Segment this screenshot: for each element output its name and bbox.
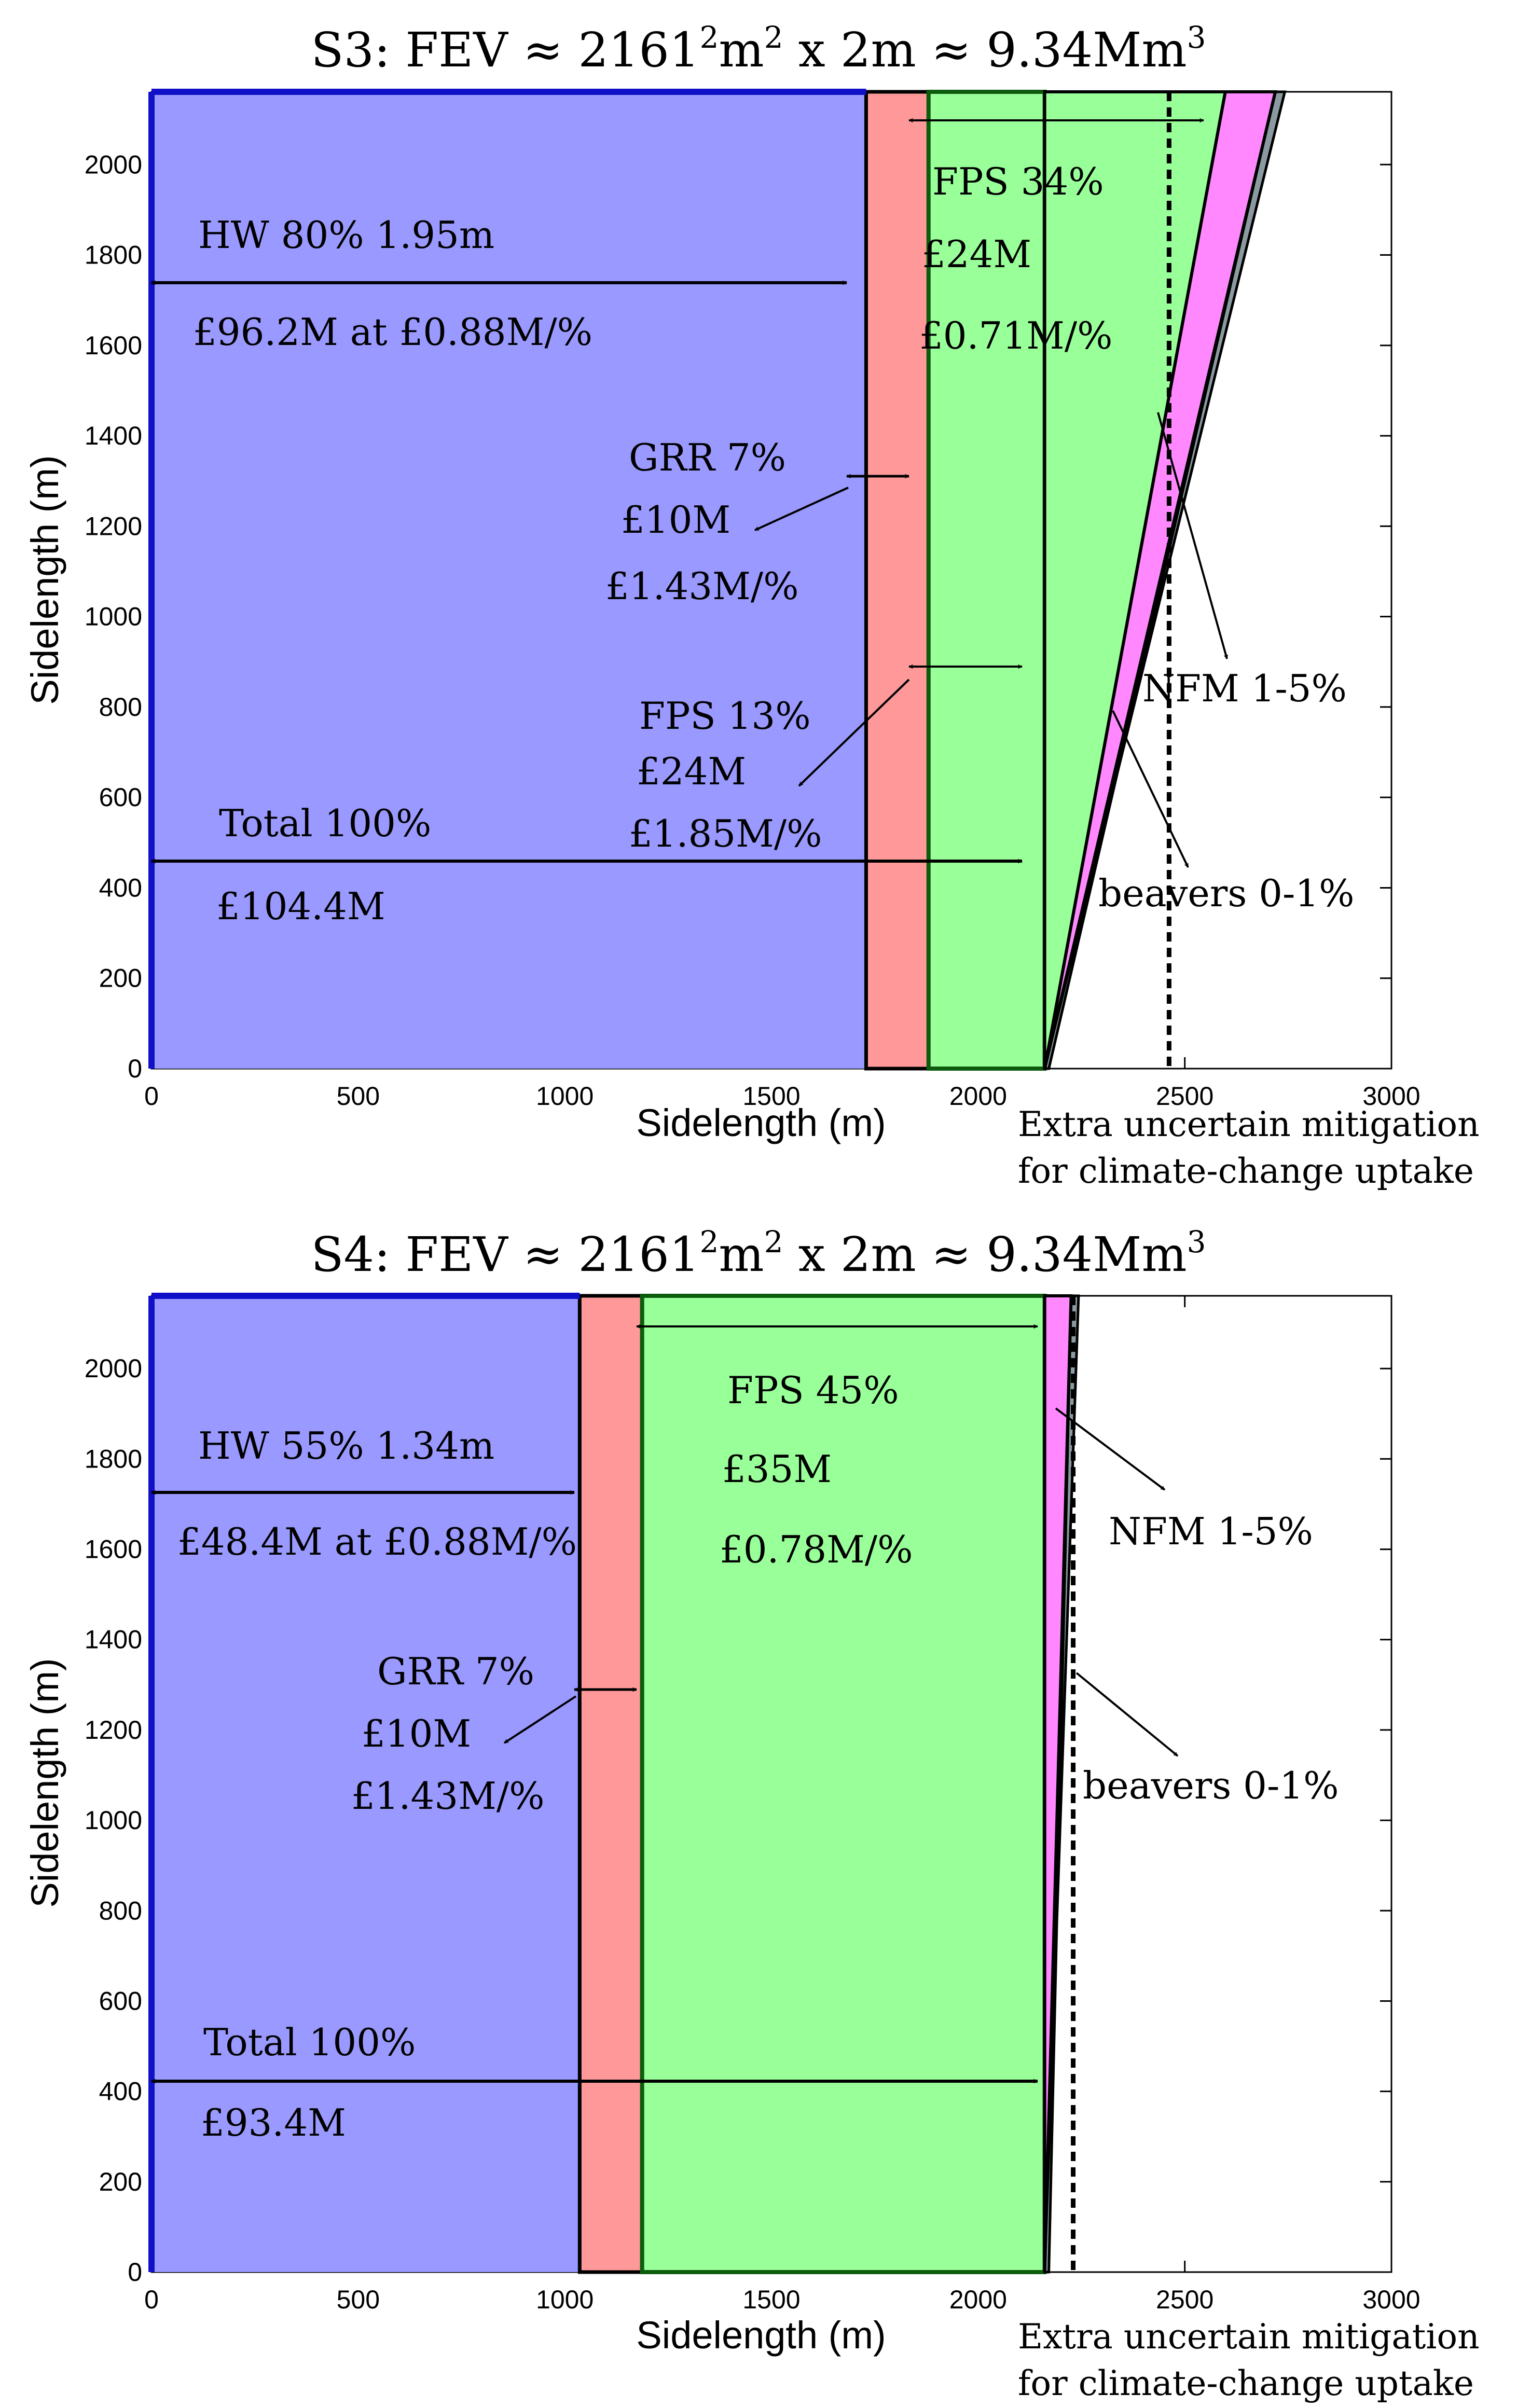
x-tick-label: 2000 (949, 2285, 1007, 2314)
tick-marks: 0 500 1000 1500 2000 2500 3000 0 200 400 600 800 100… (85, 92, 1421, 1111)
fps-low-pointer-arrow (798, 679, 910, 787)
fps-low-rate-label: £1.85M/% (629, 812, 822, 855)
y-tick-label: 2000 (85, 150, 142, 179)
extra-mitigation-label-2: for climate-change uptake (1018, 1151, 1474, 1191)
grr-cost-label: £10M (362, 1712, 471, 1755)
y-tick-label: 200 (99, 964, 142, 993)
y-tick-label: 1200 (85, 511, 142, 541)
x-tick-label: 3000 (1362, 1082, 1420, 1111)
fps-top-rate-label: £0.78M/% (720, 1528, 913, 1571)
fps-top-pct-label: FPS 34% (932, 160, 1104, 203)
chart-title-s4: S4: FEV ≈ 21612m2 x 2m ≈ 9.34Mm3 (311, 1224, 1206, 1282)
grr-pointer-arrow (503, 1695, 577, 1744)
chart-title-s3: S3: FEV ≈ 21612m2 x 2m ≈ 9.34Mm3 (311, 20, 1206, 78)
fps-top-pct-label: FPS 45% (727, 1368, 899, 1412)
fps-low-pct-label: FPS 13% (639, 694, 811, 738)
x-tick-label: 2500 (1156, 1082, 1213, 1111)
nfm-pointer-arrow (1055, 1407, 1166, 1491)
grr-pointer-arrow (754, 487, 849, 531)
x-tick-label: 1000 (536, 2285, 594, 2314)
fps-segment (640, 1294, 1047, 2274)
y-tick-label: 600 (99, 1986, 142, 2015)
y-tick-label: 1000 (85, 602, 142, 631)
grr-pct-label: GRR 7% (377, 1650, 534, 1693)
chart-s3: S3: FEV ≈ 21612m2 x 2m ≈ 9.34Mm3 0 500 100… (23, 20, 1480, 1191)
grr-cost-label: £10M (621, 498, 730, 542)
beavers-label: beavers 0-1% (1083, 1764, 1339, 1807)
fps-top-cost-label: £35M (722, 1447, 832, 1491)
x-tick-label: 1500 (742, 2285, 800, 2314)
nfm-label: NFM 1-5% (1109, 1510, 1313, 1553)
x-tick-label: 500 (337, 2285, 380, 2314)
x-tick-label: 3000 (1362, 2285, 1420, 2314)
fps-low-cost-label: £24M (637, 750, 746, 793)
y-tick-label: 200 (99, 2167, 142, 2196)
y-tick-label: 0 (128, 2258, 142, 2287)
nfm-wedge (1043, 1294, 1073, 2273)
hw-pct-label: HW 55% 1.34m (198, 1424, 494, 1468)
total-pct-label: Total 100% (219, 801, 431, 845)
beavers-pointer-arrow (1075, 1672, 1179, 1757)
y-tick-label: 1600 (85, 331, 142, 360)
beavers-label: beavers 0-1% (1098, 871, 1355, 915)
extra-mitigation-label-1: Extra uncertain mitigation (1018, 2317, 1480, 2357)
total-pct-label: Total 100% (203, 2020, 416, 2064)
total-cost-label: £93.4M (201, 2101, 346, 2144)
x-tick-label: 1500 (742, 1082, 800, 1111)
y-tick-label: 2000 (85, 1354, 142, 1383)
y-axis-label: Sidelength (m) (23, 455, 66, 704)
y-tick-label: 1800 (85, 241, 142, 270)
y-tick-label: 1400 (85, 421, 142, 450)
x-tick-label: 0 (144, 1082, 159, 1111)
hw-segment (151, 92, 866, 1069)
x-tick-label: 0 (144, 2285, 159, 2314)
y-tick-label: 1200 (85, 1715, 142, 1745)
x-axis-label: Sidelength (m) (636, 1101, 886, 1144)
extra-mitigation-label-2: for climate-change uptake (1018, 2363, 1474, 2403)
y-axis-label: Sidelength (m) (23, 1658, 66, 1907)
y-tick-label: 800 (99, 693, 142, 722)
hw-cost-label: £48.4M at £0.88M/% (177, 1520, 577, 1563)
grr-rate-label: £1.43M/% (605, 564, 799, 608)
fps-segment (926, 90, 1047, 1071)
hw-cost-label: £96.2M at £0.88M/% (193, 310, 592, 354)
grr-rate-label: £1.43M/% (351, 1774, 545, 1818)
fps-extra-wedge (1043, 90, 1228, 1069)
y-tick-label: 800 (99, 1896, 142, 1925)
y-tick-label: 1800 (85, 1444, 142, 1473)
y-tick-label: 400 (99, 873, 142, 902)
grr-segment (864, 90, 931, 1071)
fps-top-cost-label: £24M (922, 232, 1031, 276)
y-tick-label: 1600 (85, 1535, 142, 1564)
beavers-pointer-arrow (1112, 710, 1189, 868)
x-tick-label: 500 (337, 1082, 380, 1111)
fps-top-rate-label: £0.71M/% (919, 314, 1113, 357)
x-tick-label: 1000 (536, 1082, 594, 1111)
hw-pct-label: HW 80% 1.95m (198, 213, 494, 257)
x-tick-label: 2000 (949, 1082, 1007, 1111)
chart-s4: S4: FEV ≈ 21612m2 x 2m ≈ 9.34Mm3 0 500 100… (23, 1224, 1480, 2403)
total-cost-label: £104.4M (216, 884, 385, 928)
grr-segment (577, 1294, 644, 2274)
grr-pct-label: GRR 7% (629, 436, 786, 479)
x-tick-label: 2500 (1156, 2285, 1213, 2314)
y-tick-label: 1000 (85, 1806, 142, 1835)
hw-segment (151, 1296, 580, 2272)
extra-mitigation-label-1: Extra uncertain mitigation (1018, 1104, 1480, 1144)
y-tick-label: 0 (128, 1054, 142, 1083)
y-tick-label: 600 (99, 783, 142, 812)
y-tick-label: 400 (99, 2077, 142, 2106)
nfm-label: NFM 1-5% (1142, 667, 1347, 710)
nfm-pointer-arrow (1157, 412, 1229, 659)
tick-marks: 0 500 1000 1500 2000 2500 3000 0 200 400 600 800 100… (85, 1296, 1421, 2314)
y-tick-label: 1400 (85, 1625, 142, 1654)
x-axis-label: Sidelength (m) (636, 2314, 886, 2357)
